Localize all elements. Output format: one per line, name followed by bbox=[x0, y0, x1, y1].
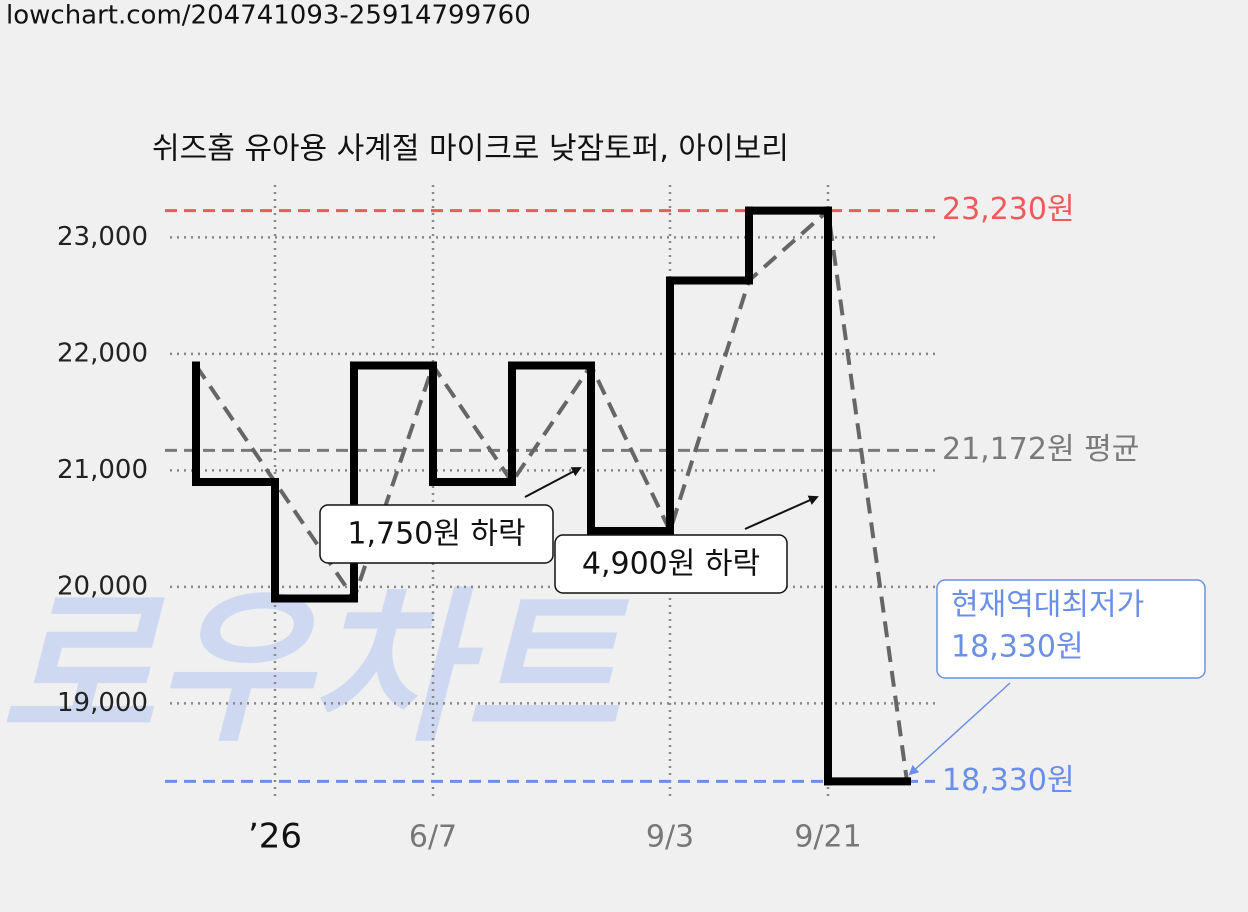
x-tick-label: 9/3 bbox=[646, 820, 694, 855]
annotation-text: 현재역대최저가 bbox=[951, 588, 1144, 623]
annotation-text: 1,750원 하락 bbox=[347, 517, 525, 552]
x-tick-label: ’26 bbox=[248, 817, 302, 857]
trend-line bbox=[194, 206, 909, 782]
annotation-arrow bbox=[744, 495, 819, 530]
x-tick-label: 9/21 bbox=[794, 820, 861, 855]
y-tick-label: 22,000 bbox=[57, 338, 148, 368]
reference-label: 18,330원 bbox=[942, 763, 1075, 798]
annotation-box bbox=[319, 504, 554, 564]
annotation-text: 4,900원 하락 bbox=[582, 547, 760, 582]
y-tick-label: 21,000 bbox=[57, 455, 148, 485]
annotation-box bbox=[554, 534, 788, 594]
annotation-arrow bbox=[524, 467, 582, 498]
annotation-text: 18,330원 bbox=[951, 630, 1084, 665]
chart-title: 쉬즈홈 유아용 사계절 마이크로 낮잠토퍼, 아이보리 bbox=[152, 132, 789, 167]
annotation-arrow bbox=[908, 682, 1011, 776]
annotation-box bbox=[936, 579, 1206, 679]
watermark: 로우차트 bbox=[0, 572, 629, 764]
y-tick-label: 19,000 bbox=[57, 688, 148, 718]
y-tick-label: 23,000 bbox=[57, 222, 148, 252]
url: lowchart.com/204741093-25914799760 bbox=[6, 1, 531, 31]
x-tick-label: 6/7 bbox=[409, 820, 457, 855]
reference-label: 21,172원 평균 bbox=[942, 432, 1139, 467]
reference-label: 23,230원 bbox=[942, 192, 1075, 227]
y-tick-label: 20,000 bbox=[57, 571, 148, 601]
